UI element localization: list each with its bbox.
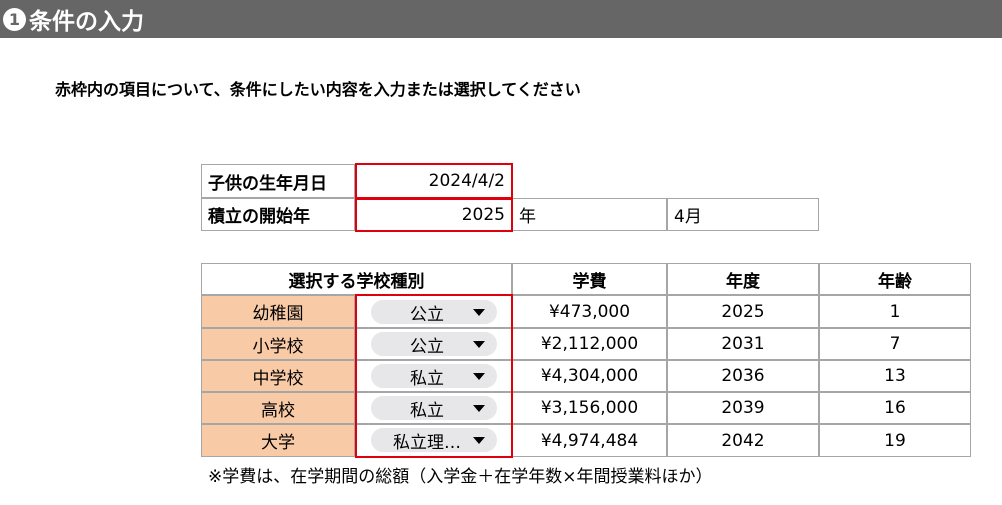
school-name-cell: 大学 [201, 424, 355, 457]
age-cell: 13 [819, 360, 971, 392]
school-type-dropdown[interactable]: 私立 [371, 364, 497, 389]
header-school-type: 選択する学校種別 [201, 263, 512, 295]
header-fee: 学費 [512, 263, 667, 295]
section-header: 1 条件の入力 [0, 0, 1002, 38]
school-type-dropdown[interactable]: 私立理… [371, 428, 497, 453]
section-title: 条件の入力 [29, 9, 144, 35]
start-month-value: 4月 [667, 198, 819, 231]
dropdown-arrow-icon [473, 372, 485, 380]
fee-cell: ¥473,000 [512, 295, 667, 328]
fee-cell: ¥4,304,000 [512, 360, 667, 392]
dropdown-value: 私立 [410, 368, 444, 389]
start-year-label: 積立の開始年 [201, 198, 355, 231]
dropdown-value: 公立 [410, 304, 444, 325]
dropdown-arrow-icon [473, 404, 485, 412]
dropdown-value: 公立 [410, 336, 444, 357]
age-cell: 19 [819, 424, 971, 457]
school-name-cell: 幼稚園 [201, 295, 355, 328]
fee-cell: ¥2,112,000 [512, 328, 667, 360]
fee-cell: ¥4,974,484 [512, 424, 667, 457]
dropdown-value: 私立 [410, 400, 444, 421]
year-cell: 2042 [667, 424, 819, 457]
year-unit-label: 年 [512, 198, 667, 231]
age-cell: 7 [819, 328, 971, 360]
year-cell: 2036 [667, 360, 819, 392]
school-name-cell: 小学校 [201, 328, 355, 360]
dropdown-arrow-icon [473, 436, 485, 444]
school-type-dropdown[interactable]: 公立 [371, 300, 497, 325]
school-type-dropdown[interactable]: 私立 [371, 396, 497, 421]
birthdate-label: 子供の生年月日 [201, 164, 355, 198]
instruction-text: 赤枠内の項目について、条件にしたい内容を入力または選択してください [55, 80, 581, 99]
school-type-dropdown[interactable]: 公立 [371, 332, 497, 357]
school-name-cell: 高校 [201, 392, 355, 424]
year-cell: 2025 [667, 295, 819, 328]
start-year-input[interactable]: 2025 [355, 198, 512, 231]
step-number-badge: 1 [3, 7, 26, 31]
footnote: ※学費は、在学期間の総額（入学金＋在学年数×年間授業料ほか） [208, 467, 713, 487]
dropdown-arrow-icon [473, 308, 485, 316]
age-cell: 1 [819, 295, 971, 328]
header-age: 年齢 [819, 263, 971, 295]
fee-cell: ¥3,156,000 [512, 392, 667, 424]
school-name-cell: 中学校 [201, 360, 355, 392]
dropdown-arrow-icon [473, 340, 485, 348]
age-cell: 16 [819, 392, 971, 424]
dropdown-value: 私立理… [393, 432, 461, 453]
year-cell: 2039 [667, 392, 819, 424]
birthdate-input[interactable]: 2024/4/2 [355, 164, 512, 198]
year-cell: 2031 [667, 328, 819, 360]
header-year: 年度 [667, 263, 819, 295]
